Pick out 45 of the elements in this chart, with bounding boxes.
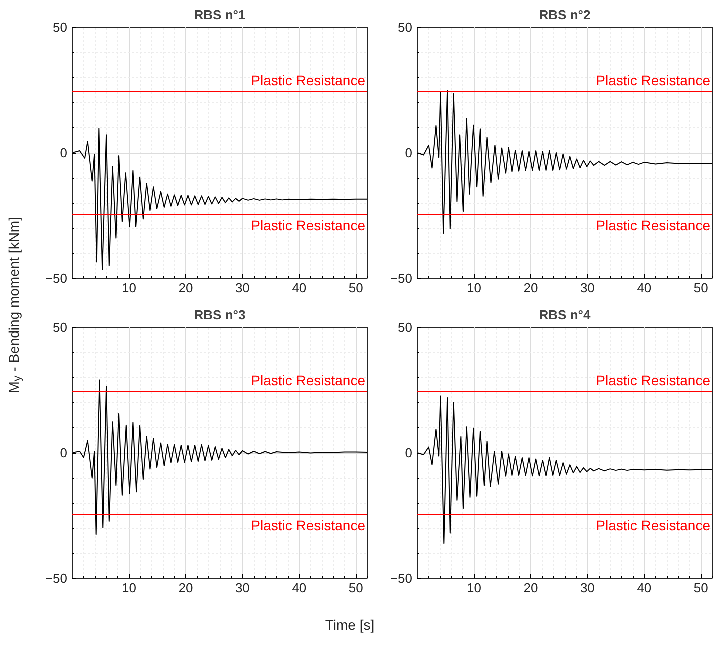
y-tick-label: 0 — [405, 446, 413, 460]
x-tick-label: 10 — [122, 580, 136, 596]
x-tick-label: 40 — [292, 280, 307, 296]
chart-title: RBS n°3 — [194, 308, 246, 322]
ref-line-label: Plastic Resistance — [251, 517, 366, 534]
x-tick-label: 20 — [178, 580, 194, 596]
chart-title: RBS n°4 — [539, 308, 592, 322]
x-tick-label: 30 — [235, 580, 250, 596]
ref-line-label: Plastic Resistance — [251, 372, 366, 389]
y-tick-label: −50 — [390, 571, 413, 586]
y-tick-label: 50 — [53, 320, 68, 335]
x-tick-label: 50 — [694, 280, 708, 296]
y-tick-label: 50 — [53, 20, 68, 35]
ref-line-label: Plastic Resistance — [596, 217, 711, 234]
y-tick-label: −50 — [45, 271, 68, 286]
x-tick-label: 40 — [292, 580, 307, 596]
chart-title: RBS n°1 — [194, 8, 246, 22]
y-tick-label: 50 — [398, 320, 413, 335]
x-tick-label: 30 — [580, 280, 595, 296]
y-tick-label: −50 — [45, 571, 68, 586]
x-tick-label: 40 — [637, 280, 652, 296]
x-tick-label: 20 — [524, 280, 538, 296]
y-tick-label: 0 — [60, 146, 68, 160]
ref-line-label: Plastic Resistance — [251, 72, 366, 89]
x-tick-label: 30 — [580, 580, 595, 596]
chart-title: RBS n°2 — [539, 8, 591, 22]
x-tick-label: 30 — [235, 280, 250, 296]
x-tick-label: 50 — [348, 280, 364, 296]
x-tick-label: 10 — [122, 280, 136, 296]
y-tick-label: 0 — [405, 146, 413, 160]
x-tick-label: 20 — [524, 580, 538, 596]
ref-line-label: Plastic Resistance — [596, 372, 711, 389]
x-tick-label: 10 — [467, 580, 482, 596]
x-tick-label: 20 — [178, 280, 194, 296]
x-tick-label: 40 — [637, 580, 652, 596]
x-tick-label: 50 — [694, 580, 708, 596]
x-tick-label: 50 — [348, 580, 364, 596]
ref-line-label: Plastic Resistance — [596, 517, 711, 534]
x-tick-label: 10 — [467, 280, 482, 296]
y-tick-label: −50 — [390, 271, 413, 286]
ref-line-label: Plastic Resistance — [251, 217, 366, 234]
y-tick-label: 0 — [60, 446, 68, 460]
x-axis-title: Time [s] — [324, 616, 376, 635]
ref-line-label: Plastic Resistance — [596, 72, 711, 89]
y-tick-label: 50 — [398, 20, 413, 35]
